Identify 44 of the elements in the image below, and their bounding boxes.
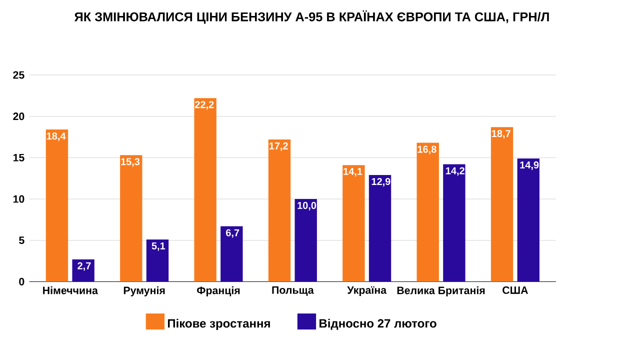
y-tick-label: 15 xyxy=(13,154,24,162)
bar xyxy=(517,158,540,282)
x-tick-label: Франція xyxy=(197,286,240,296)
bar xyxy=(443,164,466,282)
x-tick-label: США xyxy=(502,286,528,294)
data-label: 14,9 xyxy=(520,161,539,170)
bar xyxy=(194,98,216,282)
bar xyxy=(268,139,291,282)
x-tick-label: Велика Британія xyxy=(397,286,485,296)
chart-title: ЯК ЗМІНЮВАЛИСЯ ЦІНИ БЕНЗИНУ А-95 В КРАЇНАХ ЄВРОПИ ТА США, ГРН/Л xyxy=(74,10,549,24)
x-tick-label: Україна xyxy=(347,286,387,296)
y-tick-label: 0 xyxy=(19,278,24,286)
data-label: 2,7 xyxy=(78,262,91,271)
data-label: 5,1 xyxy=(152,242,166,251)
y-tick-label: 5 xyxy=(19,236,24,244)
data-label: 15,3 xyxy=(121,158,140,167)
bar xyxy=(220,226,243,282)
bar xyxy=(368,175,392,282)
x-tick-label: Німеччина xyxy=(43,286,98,294)
data-label: 17,2 xyxy=(269,142,288,151)
x-tick-label: Румунія xyxy=(124,286,165,296)
x-tick-label: Польща xyxy=(272,286,314,296)
y-tick-label: 10 xyxy=(13,195,24,203)
bar xyxy=(46,130,68,282)
data-label: 18,4 xyxy=(46,132,66,142)
y-tick-label: 20 xyxy=(13,112,24,120)
bar xyxy=(490,127,514,282)
data-label: 10,0 xyxy=(298,202,316,210)
bar xyxy=(416,142,439,282)
bar xyxy=(294,199,317,282)
legend-label: Пікове зростання xyxy=(168,318,270,330)
data-label: 14,1 xyxy=(344,168,362,176)
data-label: 18,7 xyxy=(492,130,510,139)
data-label: 16,8 xyxy=(418,146,436,154)
bar xyxy=(72,259,94,282)
legend-label: Відносно 27 лютого xyxy=(320,318,436,330)
data-label: 22,2 xyxy=(195,101,214,110)
bar xyxy=(146,240,169,282)
data-label: 14,2 xyxy=(446,167,464,176)
y-tick-label: 25 xyxy=(13,71,24,79)
bar xyxy=(120,155,142,282)
data-label: 6,7 xyxy=(226,229,240,238)
bar xyxy=(342,165,365,282)
data-label: 12,9 xyxy=(372,178,390,186)
